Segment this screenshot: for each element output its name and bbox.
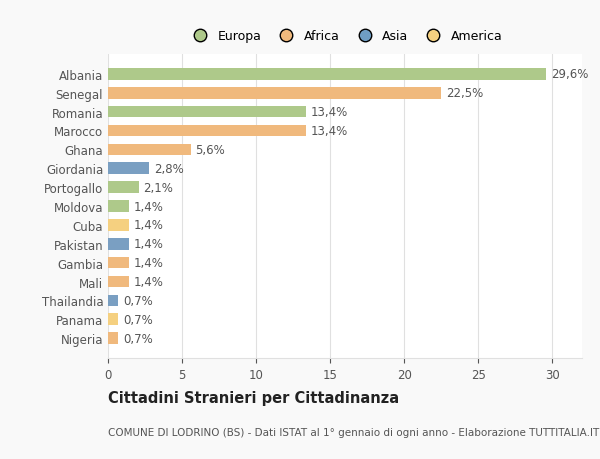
- Text: Cittadini Stranieri per Cittadinanza: Cittadini Stranieri per Cittadinanza: [108, 390, 399, 405]
- Bar: [108, 276, 129, 288]
- Bar: [108, 333, 118, 344]
- Text: 1,4%: 1,4%: [133, 219, 163, 232]
- Text: 1,4%: 1,4%: [133, 200, 163, 213]
- Text: 2,8%: 2,8%: [154, 162, 184, 175]
- Text: 1,4%: 1,4%: [133, 275, 163, 288]
- Text: 0,7%: 0,7%: [123, 332, 152, 345]
- Bar: [108, 201, 129, 213]
- Text: 2,1%: 2,1%: [143, 181, 173, 194]
- Bar: [108, 314, 118, 325]
- Text: 13,4%: 13,4%: [311, 125, 348, 138]
- Bar: [108, 144, 191, 156]
- Legend: Europa, Africa, Asia, America: Europa, Africa, Asia, America: [182, 25, 508, 48]
- Bar: [108, 69, 547, 80]
- Bar: [108, 182, 139, 194]
- Text: 22,5%: 22,5%: [446, 87, 483, 100]
- Bar: [108, 106, 307, 118]
- Bar: [108, 257, 129, 269]
- Bar: [108, 219, 129, 231]
- Text: 1,4%: 1,4%: [133, 238, 163, 251]
- Text: 0,7%: 0,7%: [123, 294, 152, 307]
- Text: 0,7%: 0,7%: [123, 313, 152, 326]
- Text: 1,4%: 1,4%: [133, 257, 163, 269]
- Text: COMUNE DI LODRINO (BS) - Dati ISTAT al 1° gennaio di ogni anno - Elaborazione TU: COMUNE DI LODRINO (BS) - Dati ISTAT al 1…: [108, 427, 599, 437]
- Bar: [108, 163, 149, 175]
- Text: 5,6%: 5,6%: [196, 144, 225, 157]
- Text: 29,6%: 29,6%: [551, 68, 588, 81]
- Bar: [108, 88, 441, 99]
- Text: 13,4%: 13,4%: [311, 106, 348, 119]
- Bar: [108, 125, 307, 137]
- Bar: [108, 295, 118, 307]
- Bar: [108, 238, 129, 250]
